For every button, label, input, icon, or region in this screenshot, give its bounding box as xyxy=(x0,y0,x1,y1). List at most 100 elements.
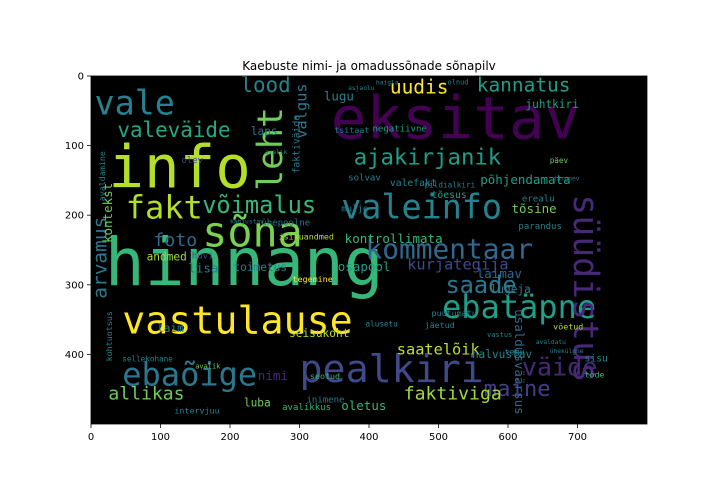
word-58: ühepoolne xyxy=(261,219,310,229)
x-tick-label: 500 xyxy=(429,432,448,443)
word-50: lugeja xyxy=(491,283,531,296)
word-87: kahjustav xyxy=(230,219,264,226)
x-tick-label: 400 xyxy=(359,432,378,443)
word-40: andmed xyxy=(147,250,187,263)
word-77: päev xyxy=(550,156,569,165)
word-47: laim xyxy=(157,322,184,335)
word-8: ebatäpne xyxy=(442,288,596,326)
y-tick-label: 300 xyxy=(65,280,84,291)
y-tick-label: 100 xyxy=(65,141,84,152)
word-6: valeinfo xyxy=(341,188,502,227)
word-3: sõna xyxy=(202,208,303,257)
word-23: arvamus xyxy=(88,217,111,299)
word-0: hinnang xyxy=(105,224,384,301)
word-24: foto xyxy=(154,230,198,251)
wordcloud-background xyxy=(91,76,647,424)
word-25: faktiviga xyxy=(404,384,502,405)
word-34: juhtkiri xyxy=(525,98,579,111)
word-35: valgus xyxy=(292,83,310,138)
word-19: valeväide xyxy=(117,118,230,142)
word-10: kommentaar xyxy=(366,232,534,265)
word-20: lood xyxy=(240,73,290,97)
word-1: info xyxy=(108,132,250,201)
word-62: tsitaat xyxy=(334,125,369,135)
word-12: leht xyxy=(251,107,291,191)
word-43: seisukoht xyxy=(289,327,349,340)
word-89: järgnev xyxy=(553,175,580,182)
word-68: tegu xyxy=(505,346,525,356)
word-51: valefakt xyxy=(390,178,437,189)
word-44: nimi xyxy=(258,368,288,383)
word-55: parandus xyxy=(518,222,562,232)
x-axis: 0 100 200 300 400 500 600 700 xyxy=(88,424,587,443)
word-53: sisu xyxy=(584,353,607,364)
word-5: pealkiri xyxy=(300,347,484,392)
word-14: väide xyxy=(522,352,597,381)
word-82: olnud xyxy=(448,78,469,86)
x-tick-label: 300 xyxy=(290,432,309,443)
word-49: faktiväide xyxy=(292,115,303,174)
word-38: laps xyxy=(251,125,278,138)
word-75: avaldamine xyxy=(97,151,107,201)
word-21: kannatus xyxy=(477,73,571,96)
word-74: kohtuotsus xyxy=(104,311,114,361)
y-tick-label: 0 xyxy=(78,72,84,83)
word-59: isikuandmed xyxy=(279,232,334,242)
word-48: kontekst xyxy=(100,183,115,243)
x-tick-label: 100 xyxy=(151,432,170,443)
word-18: saade xyxy=(445,271,516,299)
word-78: vastus xyxy=(487,331,512,339)
word-33: laimav xyxy=(477,266,522,281)
word-27: saatelõik xyxy=(397,340,480,358)
word-15: maine xyxy=(484,376,551,402)
word-86: avaldatu xyxy=(536,339,566,346)
word-85: ühekülgne xyxy=(550,348,584,355)
word-88: avalik xyxy=(265,149,288,156)
y-tick-label: 200 xyxy=(65,211,84,222)
word-57: avalikkus xyxy=(282,403,331,413)
y-axis: 0 100 200 300 400 xyxy=(65,72,91,361)
word-4: vastulause xyxy=(122,299,352,344)
word-30: kontrollimata xyxy=(345,231,443,246)
y-tick-label: 400 xyxy=(65,350,84,361)
x-tick-label: 200 xyxy=(220,432,239,443)
word-73: puutumatu xyxy=(432,308,477,318)
word-17: ajakirjanik xyxy=(354,144,502,170)
word-16: võimalus xyxy=(202,191,316,219)
word-52: tõesus xyxy=(432,190,467,201)
word-7: vale xyxy=(94,83,174,122)
word-29: põhjendamata xyxy=(480,172,570,187)
word-13: süüdistus xyxy=(565,194,605,383)
word-2: eksitav xyxy=(331,84,580,153)
word-28: kurjategija xyxy=(407,255,508,273)
word-80: avalik xyxy=(195,362,221,370)
x-tick-label: 700 xyxy=(568,432,587,443)
x-tick-label: 600 xyxy=(498,432,517,443)
word-9: ebaõige xyxy=(122,356,257,394)
word-84: asjaolu xyxy=(348,85,375,92)
word-65: huvi xyxy=(192,251,214,261)
word-39: osapool xyxy=(338,259,391,274)
word-66: olev xyxy=(181,156,203,166)
x-tick-label: 0 xyxy=(88,432,94,443)
word-37: halvustav xyxy=(472,348,533,361)
word-61: negatiivne xyxy=(372,125,426,135)
word-45: luba xyxy=(244,397,271,410)
word-56: inimene xyxy=(306,395,344,405)
word-67: intervjuu xyxy=(174,406,219,416)
word-41: toimetus xyxy=(233,261,287,274)
word-46: oletus xyxy=(341,398,386,413)
word-63: mulje xyxy=(341,205,368,215)
word-32: tõsine xyxy=(511,201,556,216)
word-70: võetud xyxy=(553,321,583,331)
word-60: tegemine xyxy=(293,274,333,284)
chart-title: Kaebuste nimi- ja omadussõnade sõnapilv xyxy=(242,59,496,73)
word-36: lugu xyxy=(324,88,354,103)
word-79: alusetu xyxy=(366,320,398,329)
word-42: lisa xyxy=(188,260,218,275)
word-72: jäetud xyxy=(425,320,455,330)
word-69: töde xyxy=(584,369,604,379)
word-71: seotud xyxy=(310,371,340,381)
word-83: haigla xyxy=(376,79,399,86)
wordcloud-words: hinnang info eksitav sõna vastulausepealkiri… xyxy=(88,73,608,416)
